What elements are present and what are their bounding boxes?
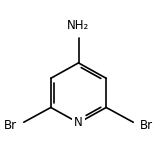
Text: Br: Br bbox=[140, 119, 153, 132]
Text: NH₂: NH₂ bbox=[67, 19, 90, 32]
Text: Br: Br bbox=[4, 119, 17, 132]
Text: N: N bbox=[74, 116, 83, 129]
